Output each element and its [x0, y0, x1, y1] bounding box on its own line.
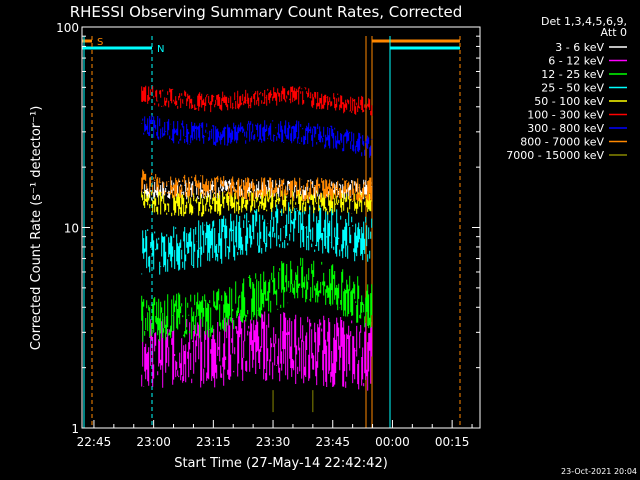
legend-label-6: 300 - 800 keV [527, 122, 604, 135]
legend-header-0: Det 1,3,4,5,6,9, [541, 15, 627, 28]
y-tick-label-1: 10 [64, 222, 79, 236]
series-4 [141, 189, 373, 217]
legend-label-4: 50 - 100 keV [534, 95, 604, 108]
series-trace [141, 169, 373, 202]
x-tick-label-5: 00:00 [375, 435, 410, 449]
x-tick-label-1: 23:00 [136, 435, 171, 449]
series-5 [141, 85, 373, 116]
series-7 [141, 169, 373, 202]
night-flag-label: N [157, 44, 164, 55]
axes: 22:45 23:00 23:15 23:30 23:45 00:00 00:15 1 10 10… [56, 21, 480, 449]
y-tick-label-0: 1 [71, 422, 79, 436]
x-tick-label-4: 23:45 [315, 435, 350, 449]
legend-label-7: 800 - 7000 keV [520, 136, 604, 149]
series-layer [141, 85, 373, 413]
series-8 [272, 390, 314, 413]
legend-header-1: Att 0 [601, 26, 627, 39]
series-2 [141, 257, 373, 342]
series-trace [141, 115, 373, 158]
series-1 [141, 311, 373, 391]
series-trace [141, 202, 373, 275]
series-trace [141, 311, 373, 391]
series-trace [141, 189, 373, 217]
legend-label-3: 25 - 50 keV [541, 82, 604, 95]
chart-title: RHESSI Observing Summary Count Rates, Co… [70, 3, 463, 21]
legend-label-5: 100 - 300 keV [527, 109, 604, 122]
series-6 [141, 115, 373, 158]
x-axis-label: Start Time (27-May-14 22:42:42) [174, 456, 388, 471]
legend-label-2: 12 - 25 keV [541, 68, 604, 81]
x-tick-label-3: 23:30 [256, 435, 291, 449]
series-trace [141, 85, 373, 116]
y-tick-label-2: 100 [56, 21, 79, 35]
legend-label-0: 3 - 6 keV [555, 41, 604, 54]
x-tick-label-0: 22:45 [77, 435, 112, 449]
legend-label-1: 6 - 12 keV [548, 55, 604, 68]
x-tick-label-6: 00:15 [435, 435, 470, 449]
legend-label-8: 7000 - 15000 keV [506, 149, 604, 162]
series-3 [141, 202, 373, 275]
y-axis-label: Corrected Count Rate (s⁻¹ detector⁻¹) [29, 106, 44, 351]
series-trace [141, 257, 373, 342]
x-tick-label-2: 23:15 [196, 435, 231, 449]
saa-flag-label: S [97, 37, 103, 48]
timestamp-footer: 23-Oct-2021 20:04 [561, 467, 637, 476]
